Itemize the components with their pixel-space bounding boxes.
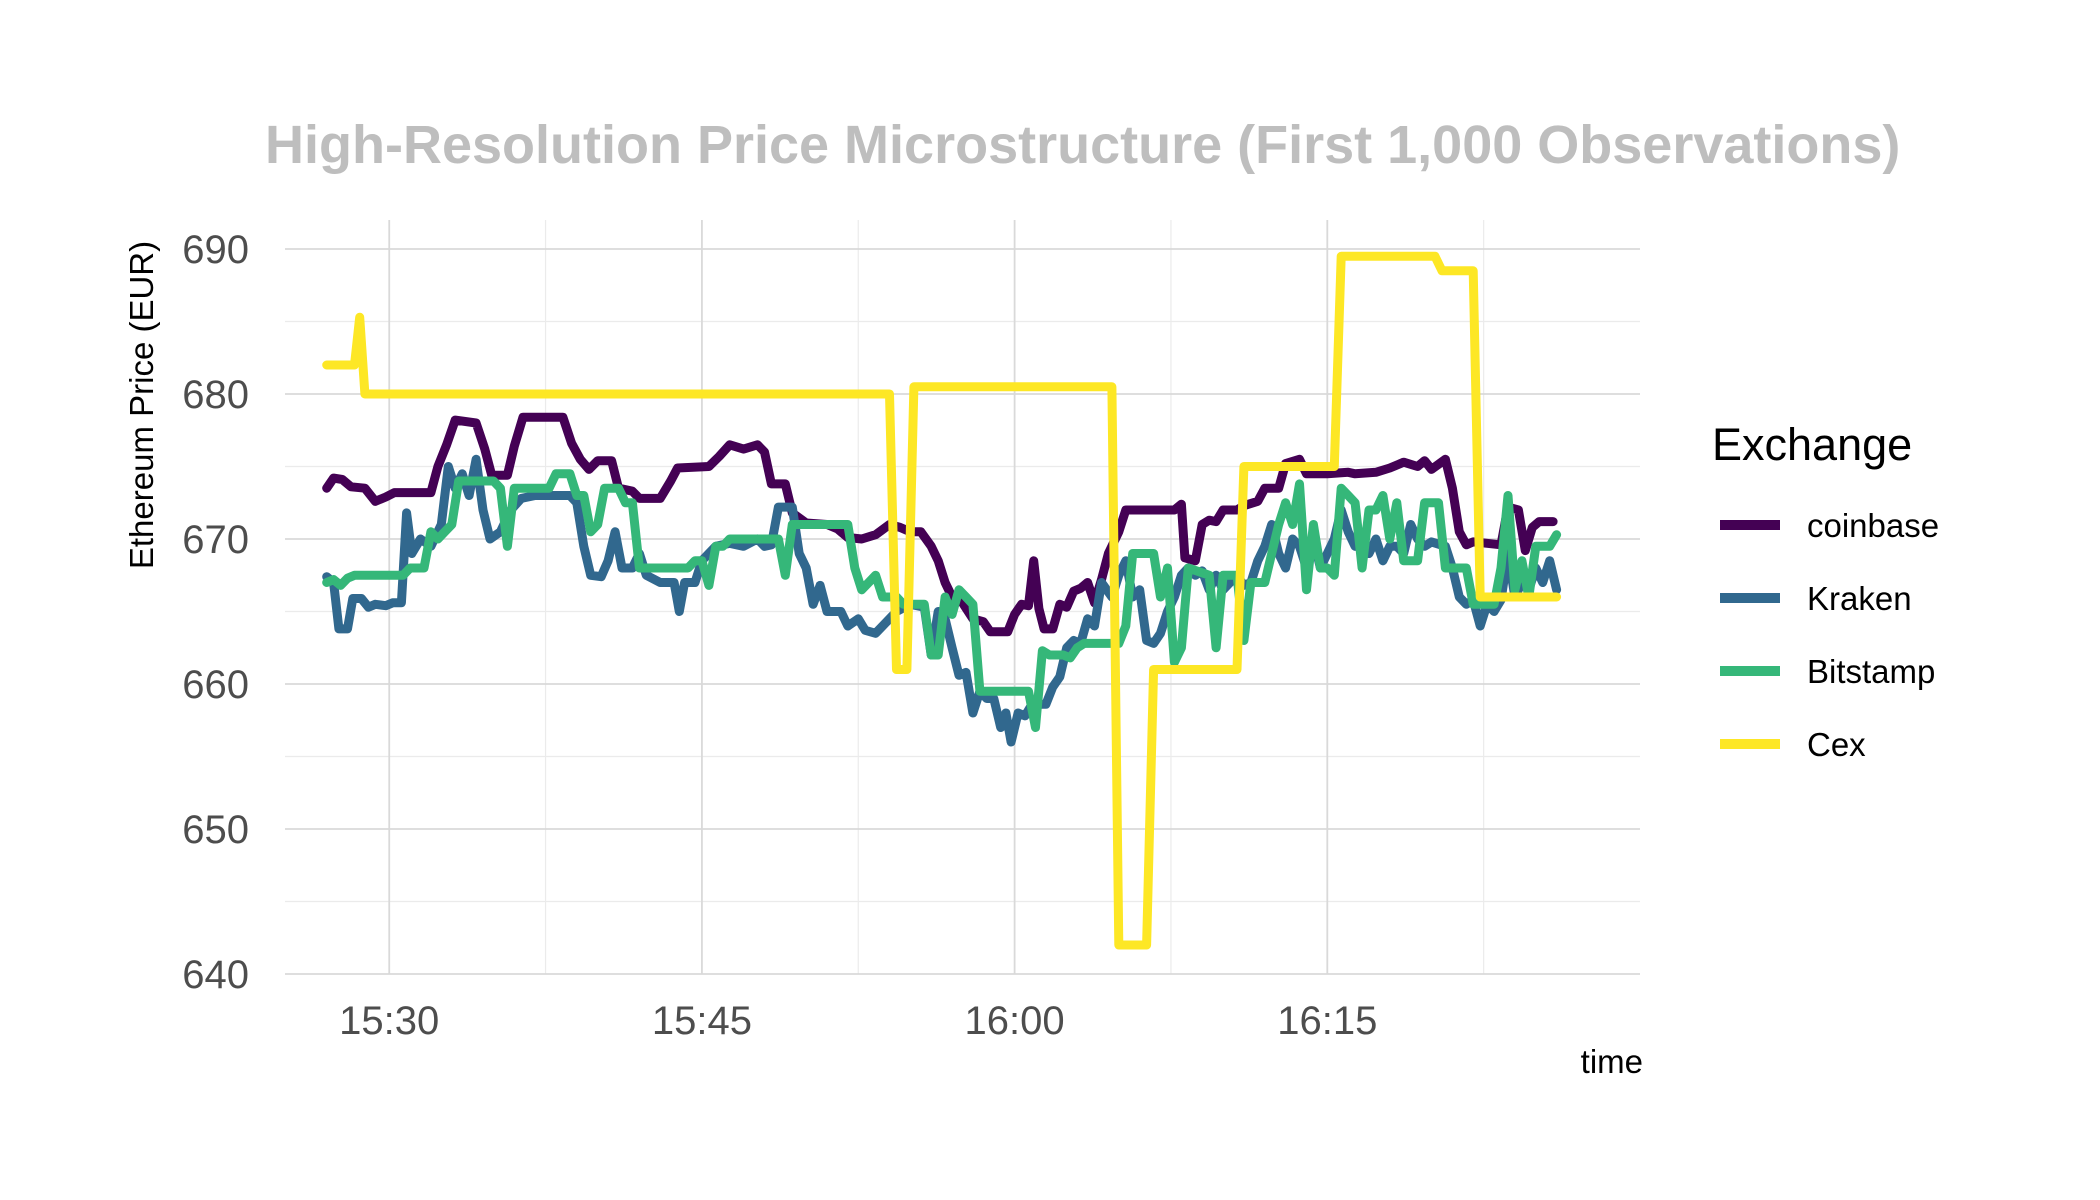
x-tick-label: 15:45 [652,999,752,1043]
plot-area [322,251,1562,950]
legend-item-coinbase: coinbase [1720,507,1939,544]
series-line-coinbase [322,412,1558,637]
y-axis-title: Ethereum Price (EUR) [123,241,160,569]
chart-title: High-Resolution Price Microstructure (Fi… [265,115,1900,175]
legend-title: Exchange [1712,419,1912,470]
y-tick-label: 690 [182,228,249,272]
y-tick-label: 660 [182,663,249,707]
legend-item-kraken: Kraken [1720,580,1912,617]
legend: Exchange coinbase Kraken Bitstamp Cex [1712,419,1939,763]
legend-item-bitstamp: Bitstamp [1720,653,1935,690]
x-tick-label: 16:00 [965,999,1065,1043]
y-tick-label: 680 [182,373,249,417]
legend-label: coinbase [1807,507,1939,544]
legend-label: Bitstamp [1807,653,1935,690]
y-tick-label: 670 [182,518,249,562]
x-tick-label: 15:30 [339,999,439,1043]
x-axis-title: time [1581,1043,1643,1080]
axes: 640 650 660 670 680 690 15:30 15:45 16:00 16:15 [182,228,1377,1043]
series-line-kraken [322,454,1562,747]
legend-label: Cex [1807,726,1866,763]
y-tick-label: 650 [182,808,249,852]
series-line-bitstamp [322,469,1562,732]
legend-item-cex: Cex [1720,726,1866,763]
y-tick-label: 640 [182,953,249,997]
grid [285,220,1640,975]
legend-label: Kraken [1807,580,1912,617]
x-tick-label: 16:15 [1277,999,1377,1043]
series-line-cex [322,251,1562,950]
